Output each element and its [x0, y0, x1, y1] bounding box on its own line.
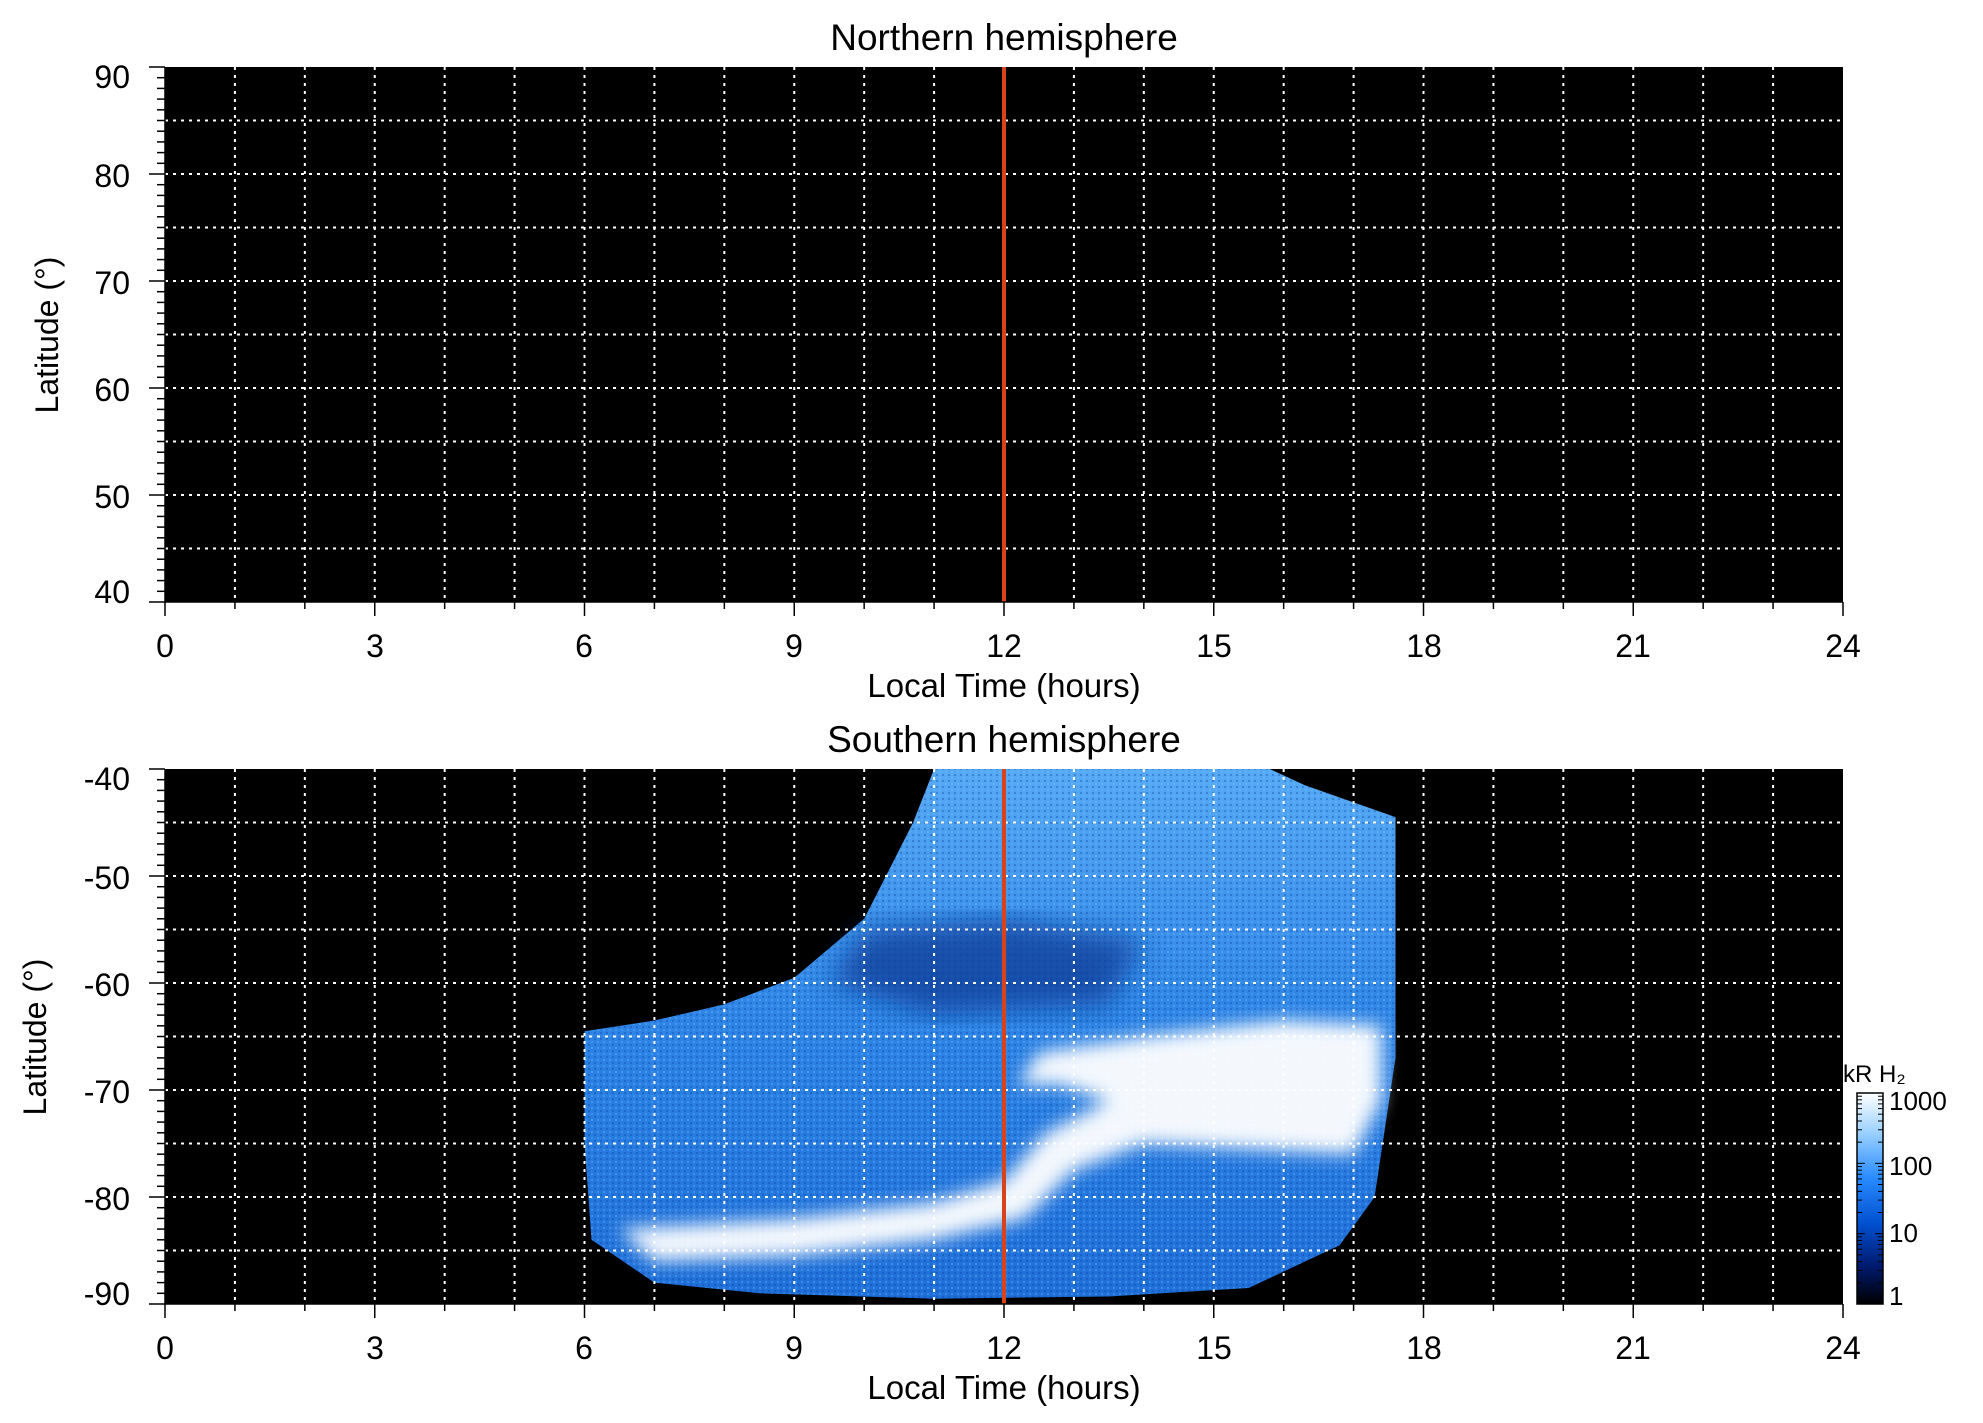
x-tick-label: 15 — [1196, 628, 1232, 664]
panel-south-ticks — [149, 768, 1844, 1318]
panel-north-ticks — [149, 66, 1844, 616]
emission-auroral-oval — [619, 1020, 1382, 1262]
panel-south-y-tick-labels: -40 -50 -60 -70 -80 -90 — [84, 761, 130, 1312]
panel-south-x-tick-labels: 0 3 6 9 12 15 18 21 24 — [156, 1330, 1861, 1366]
y-tick-label: -90 — [84, 1276, 130, 1312]
y-tick-label: -40 — [84, 761, 130, 797]
panel-south-grid — [165, 769, 1843, 1304]
y-tick-label: 50 — [94, 479, 130, 515]
x-tick-label: 18 — [1406, 1330, 1442, 1366]
panel-south-title: Southern hemisphere — [827, 719, 1181, 760]
x-tick-label: 21 — [1615, 628, 1651, 664]
colorbar-gradient — [1856, 1092, 1884, 1305]
x-tick-label: 9 — [785, 628, 803, 664]
colorbar: kR H₂ 1000 100 10 1 — [1843, 1061, 1947, 1311]
x-tick-label: 24 — [1825, 1330, 1861, 1366]
panel-north-y-axis-label: Latitude (°) — [29, 257, 65, 414]
panel-north: Northern hemisphere 90 80 70 60 50 40 0 … — [29, 17, 1861, 704]
y-tick-label: -70 — [84, 1074, 130, 1110]
panel-north-title: Northern hemisphere — [830, 17, 1178, 58]
x-tick-label: 6 — [575, 628, 593, 664]
y-tick-label: -50 — [84, 860, 130, 896]
y-tick-label: -80 — [84, 1181, 130, 1217]
panel-north-grid — [165, 67, 1843, 602]
x-tick-label: 12 — [986, 628, 1022, 664]
x-tick-label: 6 — [575, 1330, 593, 1366]
colorbar-tick-label: 1 — [1889, 1281, 1903, 1311]
panel-south-x-axis-label: Local Time (hours) — [867, 1369, 1140, 1406]
x-tick-label: 0 — [156, 1330, 174, 1366]
x-tick-label: 15 — [1196, 1330, 1232, 1366]
panel-north-y-tick-labels: 90 80 70 60 50 40 — [94, 59, 130, 610]
x-tick-label: 18 — [1406, 628, 1442, 664]
emission-texture — [584, 769, 1396, 1299]
panel-north-x-tick-labels: 0 3 6 9 12 15 18 21 24 — [156, 628, 1861, 664]
y-tick-label: 60 — [94, 372, 130, 408]
x-tick-label: 21 — [1615, 1330, 1651, 1366]
panel-south: Southern hemisphere -40 -50 -60 -70 -80 … — [17, 719, 1861, 1406]
x-tick-label: 3 — [366, 628, 384, 664]
panel-south-emission — [584, 769, 1396, 1299]
colorbar-tick-label: 1000 — [1889, 1086, 1947, 1116]
colorbar-tick-label: 10 — [1889, 1218, 1918, 1248]
x-tick-label: 3 — [366, 1330, 384, 1366]
colorbar-label: kR H₂ — [1843, 1061, 1906, 1088]
panel-south-y-axis-label: Latitude (°) — [17, 959, 53, 1116]
x-tick-label: 12 — [986, 1330, 1022, 1366]
y-tick-label: 70 — [94, 265, 130, 301]
y-tick-label: 90 — [94, 59, 130, 95]
emission-dark-region — [829, 918, 1144, 1016]
y-tick-label: -60 — [84, 967, 130, 1003]
colorbar-tick-label: 100 — [1889, 1151, 1932, 1181]
x-tick-label: 0 — [156, 628, 174, 664]
x-tick-label: 9 — [785, 1330, 803, 1366]
colorbar-minor-ticks — [1857, 1095, 1883, 1305]
y-tick-label: 40 — [94, 574, 130, 610]
x-tick-label: 24 — [1825, 628, 1861, 664]
y-tick-label: 80 — [94, 158, 130, 194]
panel-north-x-axis-label: Local Time (hours) — [867, 667, 1140, 704]
